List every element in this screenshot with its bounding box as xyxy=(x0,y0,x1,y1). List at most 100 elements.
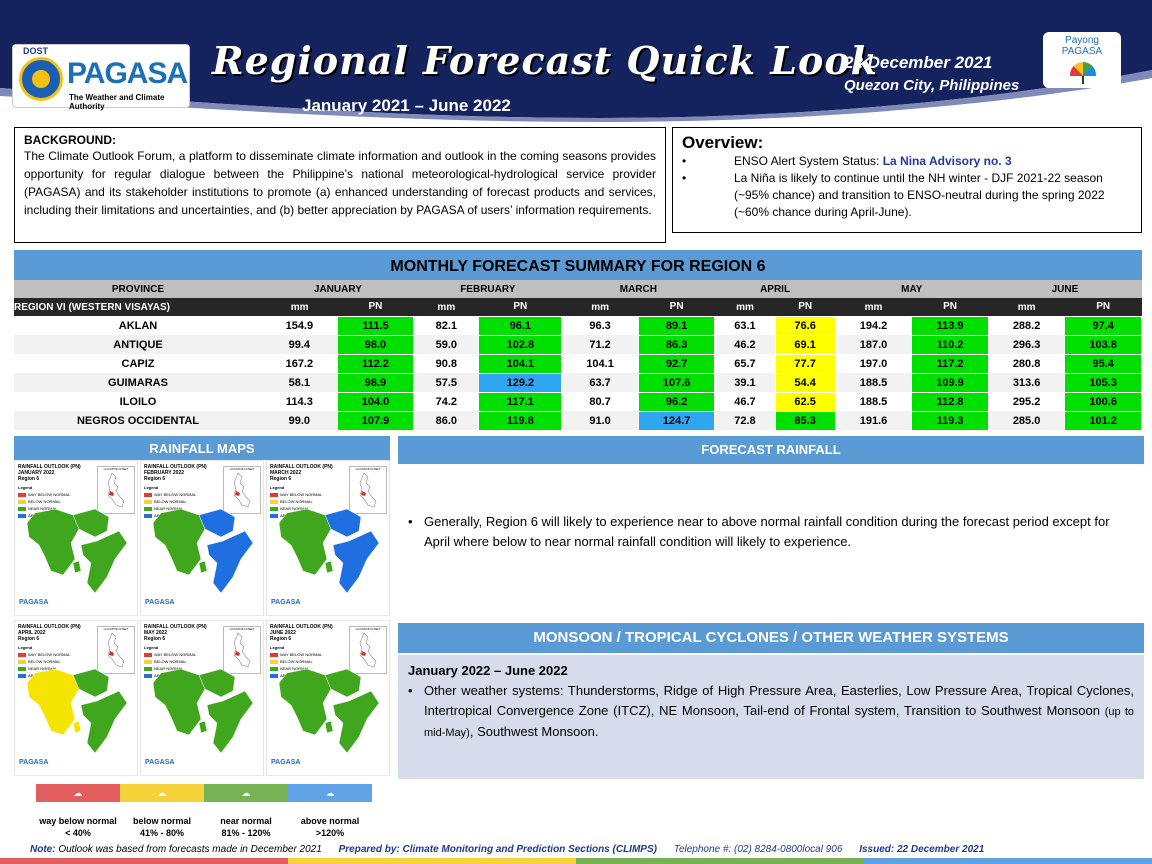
map-title-line2: MAY 2022 xyxy=(144,630,168,636)
mm-cell: 71.2 xyxy=(561,335,639,354)
map-legend-item: BELOW NORMAL xyxy=(270,498,322,505)
mm-cell: 99.0 xyxy=(262,411,338,430)
map-logo: PAGASA xyxy=(19,759,49,766)
monsoon-period: January 2022 – June 2022 xyxy=(408,663,568,678)
map-title-line2: JUNE 2022 xyxy=(270,630,296,636)
pn-cell: 117.1 xyxy=(478,391,563,412)
pn-header: PN xyxy=(1064,298,1142,316)
cloud-icon: ☁ xyxy=(73,788,83,798)
mm-cell: 188.5 xyxy=(835,373,912,392)
mm-cell: 65.7 xyxy=(714,354,776,373)
table-row: AKLAN 154.9 111.5 82.1 96.1 96.3 89.1 63.1 76.6 1… xyxy=(14,315,1142,336)
province-cell: ILOILO xyxy=(14,392,262,411)
scale-range: 41% - 80% xyxy=(139,828,185,838)
pn-cell: 124.7 xyxy=(637,410,716,431)
map-region: Region 6 xyxy=(270,636,292,642)
pn-cell: 129.2 xyxy=(478,372,563,393)
monthly-summary-title: MONTHLY FORECAST SUMMARY FOR REGION 6 xyxy=(14,250,1142,280)
mm-cell: 194.2 xyxy=(835,316,912,335)
pn-header: PN xyxy=(337,298,414,316)
footer-note-text: Outlook was based from forecasts made in… xyxy=(55,844,322,855)
province-cell: ANTIQUE xyxy=(14,335,262,354)
background-text: The Climate Outlook Forum, a platform to… xyxy=(24,149,656,217)
map-legend-item: NEAR NORMAL xyxy=(270,665,322,672)
overview-section: Overview: ENSO Alert System Status: La N… xyxy=(672,127,1142,233)
mm-cell: 295.2 xyxy=(988,392,1065,411)
map-legend-item: NEAR NORMAL xyxy=(144,665,196,672)
pn-cell: 62.5 xyxy=(774,391,836,412)
cloud-icon: ☁ xyxy=(157,788,167,798)
pn-cell: 103.8 xyxy=(1064,334,1142,355)
philippines-inset-icon xyxy=(107,632,125,668)
pn-cell: 96.1 xyxy=(478,315,563,336)
scale-range: < 40% xyxy=(65,828,91,838)
philippines-inset-icon xyxy=(107,472,125,508)
pn-cell: 105.3 xyxy=(1064,372,1142,393)
pn-cell: 119.3 xyxy=(911,410,989,431)
mm-header: mm xyxy=(413,298,479,316)
map-title-line2: FEBRUARY 2022 xyxy=(144,470,185,476)
pn-cell: 89.1 xyxy=(637,315,716,336)
footer-issued-text: Issued: 22 December 2021 xyxy=(859,844,985,855)
mm-cell: 296.3 xyxy=(988,335,1065,354)
scale-label: above normal >120% xyxy=(285,815,375,839)
map-legend-label: WAY BELOW NORMAL xyxy=(28,652,71,657)
province-cell: NEGROS OCCIDENTAL xyxy=(14,411,262,430)
map-legend-label: BELOW NORMAL xyxy=(154,499,187,504)
map-title-line2: APRIL 2022 xyxy=(18,630,46,636)
location-inset: LOCATION INSET xyxy=(349,626,387,674)
header-background xyxy=(0,0,1152,122)
scale-label: near normal 81% - 120% xyxy=(201,815,291,839)
map-title: RAINFALL OUTLOOK (PN) JUNE 2022 Region 6 xyxy=(270,624,333,642)
mm-cell: 99.4 xyxy=(262,335,338,354)
map-region: Region 6 xyxy=(144,636,166,642)
map-legend-item: BELOW NORMAL xyxy=(270,658,322,665)
forecast-rainfall-heading: FORECAST RAINFALL xyxy=(398,436,1144,464)
map-title-line1: RAINFALL OUTLOOK (PN) xyxy=(270,624,333,630)
location-inset: LOCATION INSET xyxy=(97,466,135,514)
mm-cell: 46.7 xyxy=(714,392,776,411)
pn-cell: 119.8 xyxy=(478,410,563,431)
inset-label: LOCATION INSET xyxy=(229,627,255,631)
mm-cell: 114.3 xyxy=(262,392,338,411)
map-title: RAINFALL OUTLOOK (PN) JANUARY 2022 Regio… xyxy=(18,464,81,482)
pn-cell: 107.6 xyxy=(637,372,716,393)
mm-header: mm xyxy=(988,298,1065,316)
pn-cell: 98.9 xyxy=(336,372,415,393)
map-title-line1: RAINFALL OUTLOOK (PN) xyxy=(18,464,81,470)
pn-cell: 86.3 xyxy=(637,334,716,355)
map-legend-item: WAY BELOW NORMAL xyxy=(18,491,70,498)
philippines-inset-icon xyxy=(233,632,251,668)
monsoon-heading: MONSOON / TROPICAL CYCLONES / OTHER WEAT… xyxy=(398,623,1144,653)
mm-cell: 58.1 xyxy=(262,373,338,392)
region6-map-icon xyxy=(278,668,380,754)
map-legend-item: WAY BELOW NORMAL xyxy=(18,651,70,658)
map-legend-label: BELOW NORMAL xyxy=(28,659,61,664)
mm-cell: 188.5 xyxy=(835,392,912,411)
overview-list: ENSO Alert System Status: La Nina Adviso… xyxy=(682,153,1132,221)
map-title-line2: MARCH 2022 xyxy=(270,470,302,476)
map-title-line2: JANUARY 2022 xyxy=(18,470,55,476)
mm-cell: 191.6 xyxy=(835,411,912,430)
pn-cell: 117.2 xyxy=(911,353,989,374)
rainfall-map: RAINFALL OUTLOOK (PN) APRIL 2022 Region … xyxy=(14,620,138,776)
map-legend-title: Legend xyxy=(270,485,285,490)
payong-label: Payong PAGASA xyxy=(1061,35,1103,57)
rainfall-maps-grid: RAINFALL OUTLOOK (PN) JANUARY 2022 Regio… xyxy=(14,460,390,778)
region-label: REGION VI (WESTERN VISAYAS) xyxy=(14,298,262,316)
map-title-line1: RAINFALL OUTLOOK (PN) xyxy=(270,464,333,470)
map-region: Region 6 xyxy=(270,476,292,482)
mm-cell: 72.8 xyxy=(714,411,776,430)
pn-cell: 101.2 xyxy=(1064,410,1142,431)
mm-cell: 313.6 xyxy=(988,373,1065,392)
footer: Note: Outlook was based from forecasts m… xyxy=(30,844,1140,855)
map-legend-label: BELOW NORMAL xyxy=(28,499,61,504)
header-banner: DOST PAGASA The Weather and Climate Auth… xyxy=(0,0,1152,122)
pn-cell: 104.0 xyxy=(336,391,415,412)
map-legend-item: WAY BELOW NORMAL xyxy=(144,491,196,498)
province-cell: GUIMARAS xyxy=(14,373,262,392)
mm-header: mm xyxy=(262,298,338,316)
month-header: JUNE xyxy=(988,280,1142,298)
month-header: MAY xyxy=(835,280,989,298)
map-legend-label: BELOW NORMAL xyxy=(280,659,313,664)
